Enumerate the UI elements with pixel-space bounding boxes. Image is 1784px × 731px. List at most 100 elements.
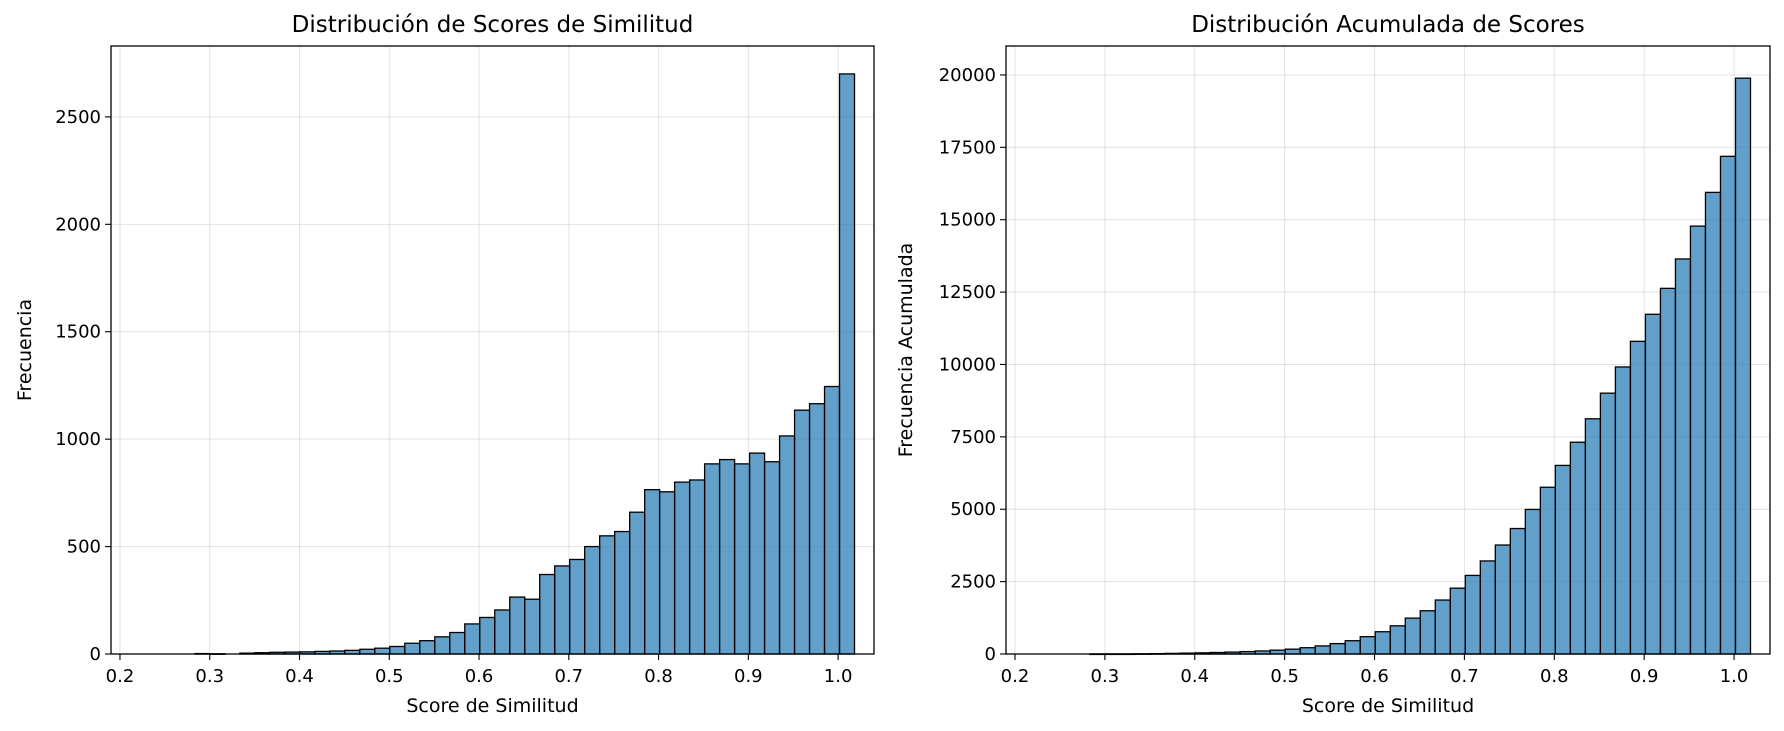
histogram-bar <box>479 616 496 655</box>
x-tick-label: 1.0 <box>1720 666 1749 687</box>
histogram-bar <box>629 511 646 655</box>
y-tick-label: 1500 <box>55 322 101 343</box>
histogram-bar <box>1644 313 1662 655</box>
histogram-bar <box>1524 508 1542 655</box>
y-axis-label: Frecuencia Acumulada <box>895 243 917 458</box>
histogram-bar <box>1389 625 1406 655</box>
histogram-bar <box>1674 258 1692 655</box>
chart-title: Distribución de Scores de Similitud <box>292 12 694 38</box>
histogram-bar <box>389 645 406 655</box>
histogram-bar <box>599 535 616 655</box>
histogram-bar <box>1554 464 1572 655</box>
x-tick-label: 0.3 <box>195 666 224 687</box>
x-tick-label: 0.4 <box>285 666 314 687</box>
histogram-bar <box>1314 645 1331 655</box>
histogram-bar <box>1614 366 1632 655</box>
histogram-bar <box>1734 77 1752 655</box>
histogram-bar <box>644 488 661 655</box>
histogram-bar <box>1719 155 1737 655</box>
histogram-bar <box>1599 392 1617 655</box>
histogram-bar <box>1584 418 1602 655</box>
x-tick-label: 0.4 <box>1180 666 1209 687</box>
histogram-bar <box>1284 648 1301 655</box>
histogram-bar <box>718 458 736 655</box>
y-axis-label: Frecuencia <box>14 299 36 401</box>
histogram-bar <box>1629 340 1647 655</box>
histogram-bar <box>838 73 856 655</box>
y-tick-label: 2500 <box>55 107 101 128</box>
histogram-bar <box>1344 640 1361 655</box>
y-axis-ticks: 0 2500 5000 7500 10000 12500 15000 17500 20000 <box>939 65 1006 665</box>
histogram-bar <box>1434 599 1451 655</box>
histogram-bar <box>524 598 541 655</box>
grid <box>111 46 874 655</box>
plot-frame <box>110 45 875 655</box>
x-tick-label: 0.2 <box>106 666 135 687</box>
x-tick-label: 0.9 <box>734 666 763 687</box>
x-axis-label: Score de Similitud <box>1302 695 1474 717</box>
y-tick-label: 17500 <box>939 137 996 158</box>
plot-frame <box>1005 45 1771 655</box>
y-tick-label: 12500 <box>939 282 996 303</box>
histogram-bar <box>419 640 436 655</box>
histogram-bar <box>554 565 571 655</box>
histogram-bar <box>494 609 511 655</box>
histogram-bar <box>778 435 796 655</box>
histogram-bar <box>404 642 421 655</box>
histogram-bar <box>614 530 631 655</box>
histogram-bar <box>1404 617 1421 655</box>
histogram-bar <box>1449 587 1466 655</box>
histogram-bar <box>1509 527 1526 655</box>
y-tick-label: 20000 <box>939 65 996 86</box>
x-tick-label: 0.3 <box>1091 666 1120 687</box>
x-tick-label: 0.5 <box>375 666 404 687</box>
y-tick-label: 7500 <box>950 427 996 448</box>
histogram-bar <box>1464 574 1481 655</box>
histogram-bar <box>1569 441 1587 655</box>
histogram-bar <box>1329 642 1346 655</box>
y-tick-label: 10000 <box>939 354 996 375</box>
cumulative-chart: 0.2 0.3 0.4 0.5 0.6 0.7 0.8 0.9 1.0 0 2500 5000 750… <box>895 12 1771 717</box>
histogram-bar <box>359 648 376 655</box>
x-tick-label: 1.0 <box>824 666 853 687</box>
y-tick-label: 0 <box>90 644 101 665</box>
histogram-bar <box>434 636 451 655</box>
x-tick-label: 0.8 <box>1540 666 1569 687</box>
histogram-bar <box>673 481 691 655</box>
histogram-bar <box>763 461 781 655</box>
x-axis-ticks: 0.2 0.3 0.4 0.5 0.6 0.7 0.8 0.9 1.0 <box>1001 654 1749 687</box>
histogram-bars <box>194 73 856 655</box>
histogram-bar <box>823 385 841 655</box>
y-tick-label: 15000 <box>939 210 996 231</box>
x-tick-label: 0.9 <box>1630 666 1659 687</box>
histogram-bar <box>1419 610 1436 655</box>
x-tick-label: 0.7 <box>1450 666 1479 687</box>
cumulative-bars <box>1089 77 1752 656</box>
y-tick-label: 1000 <box>55 429 101 450</box>
histogram-bar <box>1539 486 1557 655</box>
histogram-bar <box>658 491 676 655</box>
histogram-bar <box>1299 647 1316 655</box>
histogram-bar <box>748 452 766 655</box>
y-tick-label: 0 <box>985 644 996 665</box>
x-axis-label: Score de Similitud <box>406 695 578 717</box>
y-tick-label: 5000 <box>950 499 996 520</box>
histogram-bar <box>1659 287 1677 655</box>
histogram-bar <box>1689 225 1707 655</box>
histogram-bar <box>1494 544 1511 655</box>
histogram-bar <box>733 463 751 655</box>
y-tick-label: 2000 <box>55 214 101 235</box>
histogram-bar <box>464 623 481 655</box>
histogram-bar <box>374 647 391 655</box>
x-tick-label: 0.6 <box>1360 666 1389 687</box>
x-tick-label: 0.2 <box>1001 666 1030 687</box>
histogram-bar <box>584 545 601 655</box>
x-tick-label: 0.7 <box>554 666 583 687</box>
histogram-bar <box>1479 560 1496 655</box>
x-tick-label: 0.6 <box>465 666 494 687</box>
y-tick-label: 2500 <box>950 572 996 593</box>
histogram-bar <box>793 409 811 655</box>
y-axis-ticks: 0 500 1000 1500 2000 2500 <box>55 107 111 665</box>
x-tick-label: 0.8 <box>644 666 673 687</box>
